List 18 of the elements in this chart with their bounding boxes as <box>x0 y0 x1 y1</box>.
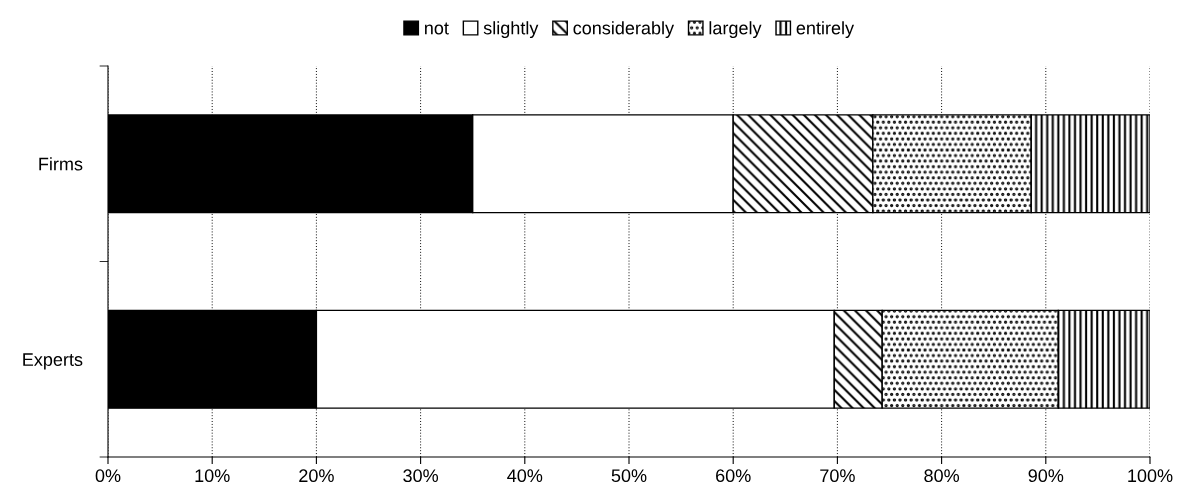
legend-label: considerably <box>573 21 675 39</box>
x-tick-label: 20% <box>299 469 334 483</box>
x-tick-label: 100% <box>1128 469 1173 483</box>
x-tick-label: 10% <box>195 469 230 483</box>
legend-label: slightly <box>483 21 539 39</box>
x-tick-label: 50% <box>611 469 647 483</box>
legend-label: entirely <box>796 21 855 39</box>
legend-label: not <box>425 22 449 35</box>
x-tick-label: 80% <box>924 469 960 483</box>
y-tick-label: Firms <box>39 157 83 171</box>
x-tick-label: 0% <box>95 469 121 483</box>
legend-label: largely <box>709 21 762 39</box>
x-tick-label: 30% <box>403 469 439 483</box>
y-tick-label: Experts <box>23 353 83 370</box>
x-tick-label: 60% <box>716 469 751 483</box>
x-tick-label: 40% <box>507 469 543 483</box>
x-tick-label: 90% <box>1028 469 1064 483</box>
x-tick-label: 70% <box>820 469 855 483</box>
